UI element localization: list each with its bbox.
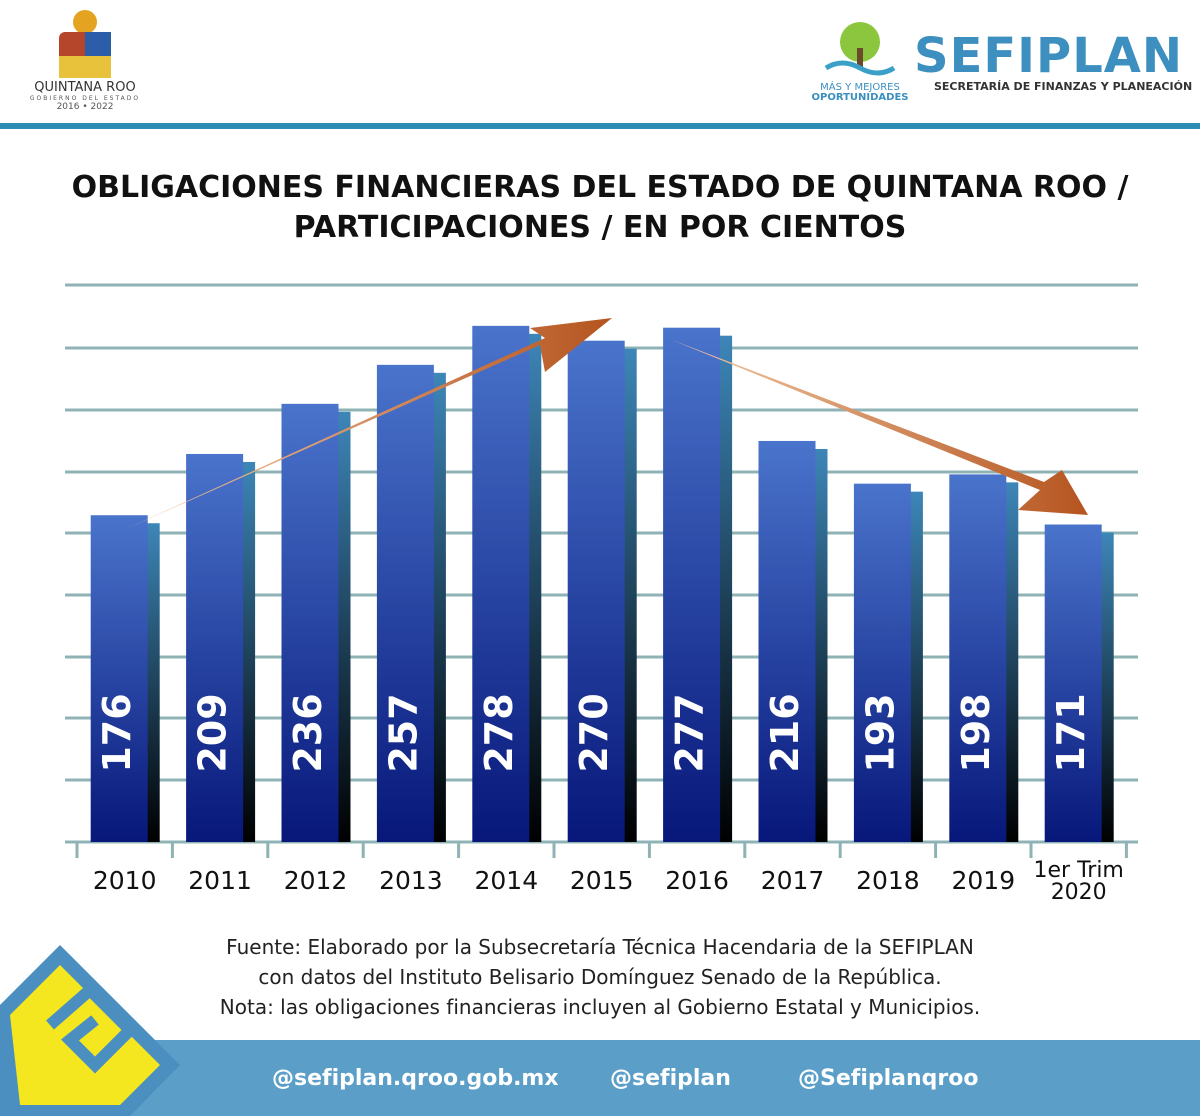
value-label: 176	[95, 693, 139, 772]
x-tick-label: 2011	[188, 866, 252, 895]
state-emblem	[59, 10, 111, 78]
slogan-logo	[824, 22, 896, 76]
value-label: 236	[286, 693, 330, 772]
state-years: 2016 • 2022	[56, 102, 114, 112]
bar	[186, 453, 244, 842]
footer-link[interactable]: @sefiplan.qroo.gob.mx	[272, 1066, 559, 1091]
value-label: 277	[668, 693, 712, 772]
value-label: 209	[191, 693, 235, 772]
bar	[758, 440, 816, 842]
bar	[376, 364, 434, 842]
header-rule	[0, 123, 1200, 129]
x-tick-label: 2010	[92, 866, 157, 895]
x-tick-label: 2013	[379, 866, 443, 895]
value-label: 270	[572, 693, 616, 772]
corner-logo	[0, 945, 180, 1116]
x-tick-label: 2012	[283, 866, 348, 895]
state-name: QUINTANA ROO	[34, 80, 136, 95]
org-full-name: SECRETARÍA DE FINANZAS Y PLANEACIÓN	[934, 80, 1193, 93]
footer-link[interactable]: @sefiplan	[610, 1066, 731, 1091]
bar	[949, 474, 1007, 842]
x-tick-label: 2014	[474, 866, 539, 895]
slogan-line: OPORTUNIDADES	[811, 92, 909, 103]
bar	[663, 327, 721, 842]
x-tick-label: 2018	[856, 866, 920, 895]
bar	[90, 515, 148, 842]
x-tick-label: 2017	[760, 866, 825, 895]
value-label: 171	[1049, 693, 1093, 772]
chart: 176 209 236 257 278 270 277 216 193 198 171	[65, 283, 1138, 858]
bar	[567, 340, 625, 842]
bar	[1044, 524, 1102, 842]
chart-title: OBLIGACIONES FINANCIERAS DEL ESTADO DE Q…	[71, 170, 1129, 245]
bar	[853, 483, 911, 842]
value-label: 198	[954, 693, 998, 772]
value-label: 193	[858, 693, 902, 772]
state-subtitle: GOBIERNO DEL ESTADO	[29, 95, 141, 102]
org-name: SEFIPLAN	[914, 28, 1184, 84]
bar	[281, 403, 339, 842]
value-label: 278	[477, 693, 521, 772]
x-tick-label: 2015	[569, 866, 634, 895]
trend-arrow-up	[128, 318, 612, 528]
bar	[472, 325, 530, 842]
x-tick-label: 1er Trim 2020	[1033, 858, 1124, 905]
source-note: con datos del Instituto Belisario Domíng…	[258, 965, 942, 989]
value-label: 257	[381, 693, 425, 772]
trend-arrow-down	[672, 340, 1088, 515]
slogan-line: MÁS Y MEJORES	[820, 82, 900, 93]
x-tick-label: 2019	[951, 866, 1016, 895]
source-note: Nota: las obligaciones financieras inclu…	[219, 995, 981, 1019]
footer-band	[0, 1040, 1200, 1116]
value-label: 216	[763, 693, 807, 772]
x-tick-label: 2016	[665, 866, 729, 895]
source-note: Fuente: Elaborado por la Subsecretaría T…	[226, 935, 974, 959]
footer-link[interactable]: @Sefiplanqroo	[798, 1066, 979, 1091]
